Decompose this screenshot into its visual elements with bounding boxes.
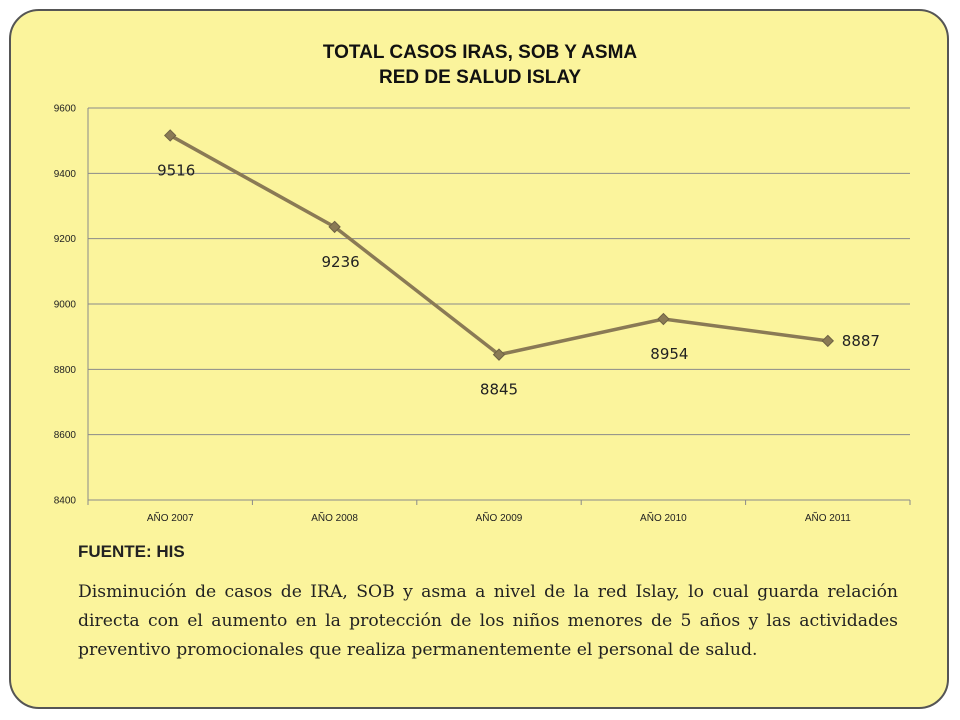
y-tick-label: 8600 — [54, 430, 77, 441]
x-tick-label: AÑO 2009 — [476, 511, 523, 524]
data-label: 8887 — [842, 332, 880, 350]
line-chart: 8400 8600 8800 9000 9200 9400 9600 AÑO 2007 AÑO … — [54, 104, 911, 524]
data-label: 8954 — [650, 345, 688, 363]
x-tick-label: AÑO 2011 — [805, 511, 851, 524]
data-label: 9236 — [322, 253, 360, 271]
data-point-marker — [163, 129, 177, 142]
x-tick-label: AÑO 2008 — [311, 511, 358, 524]
x-tick-label: AÑO 2007 — [147, 511, 194, 524]
chart-title-line-2: RED DE SALUD ISLAY — [379, 67, 581, 88]
y-tick-label: 9600 — [54, 104, 77, 115]
data-point-marker — [657, 312, 670, 326]
x-tick-label: AÑO 2010 — [640, 511, 687, 524]
y-tick-label: 8800 — [54, 365, 77, 376]
y-tick-label: 9000 — [54, 300, 77, 311]
data-point-marker — [821, 334, 835, 348]
data-label: 8845 — [480, 381, 518, 399]
data-point-marker — [328, 220, 341, 234]
source-label: FUENTE: HIS — [78, 542, 185, 561]
y-tick-label: 9400 — [54, 169, 77, 180]
chart-title: TOTAL CASOS IRAS, SOB Y ASMA RED DE SALU… — [0, 40, 960, 90]
series-line — [169, 133, 829, 357]
y-tick-label: 9200 — [54, 234, 77, 245]
y-tick-label: 8400 — [54, 496, 77, 507]
slide-frame — [9, 9, 949, 709]
chart-title-line-1: TOTAL CASOS IRAS, SOB Y ASMA — [322, 42, 638, 63]
data-label: 9516 — [157, 161, 195, 179]
description-text: Disminución de casos de IRA, SOB y asma … — [78, 582, 898, 660]
data-point-marker — [492, 348, 506, 361]
